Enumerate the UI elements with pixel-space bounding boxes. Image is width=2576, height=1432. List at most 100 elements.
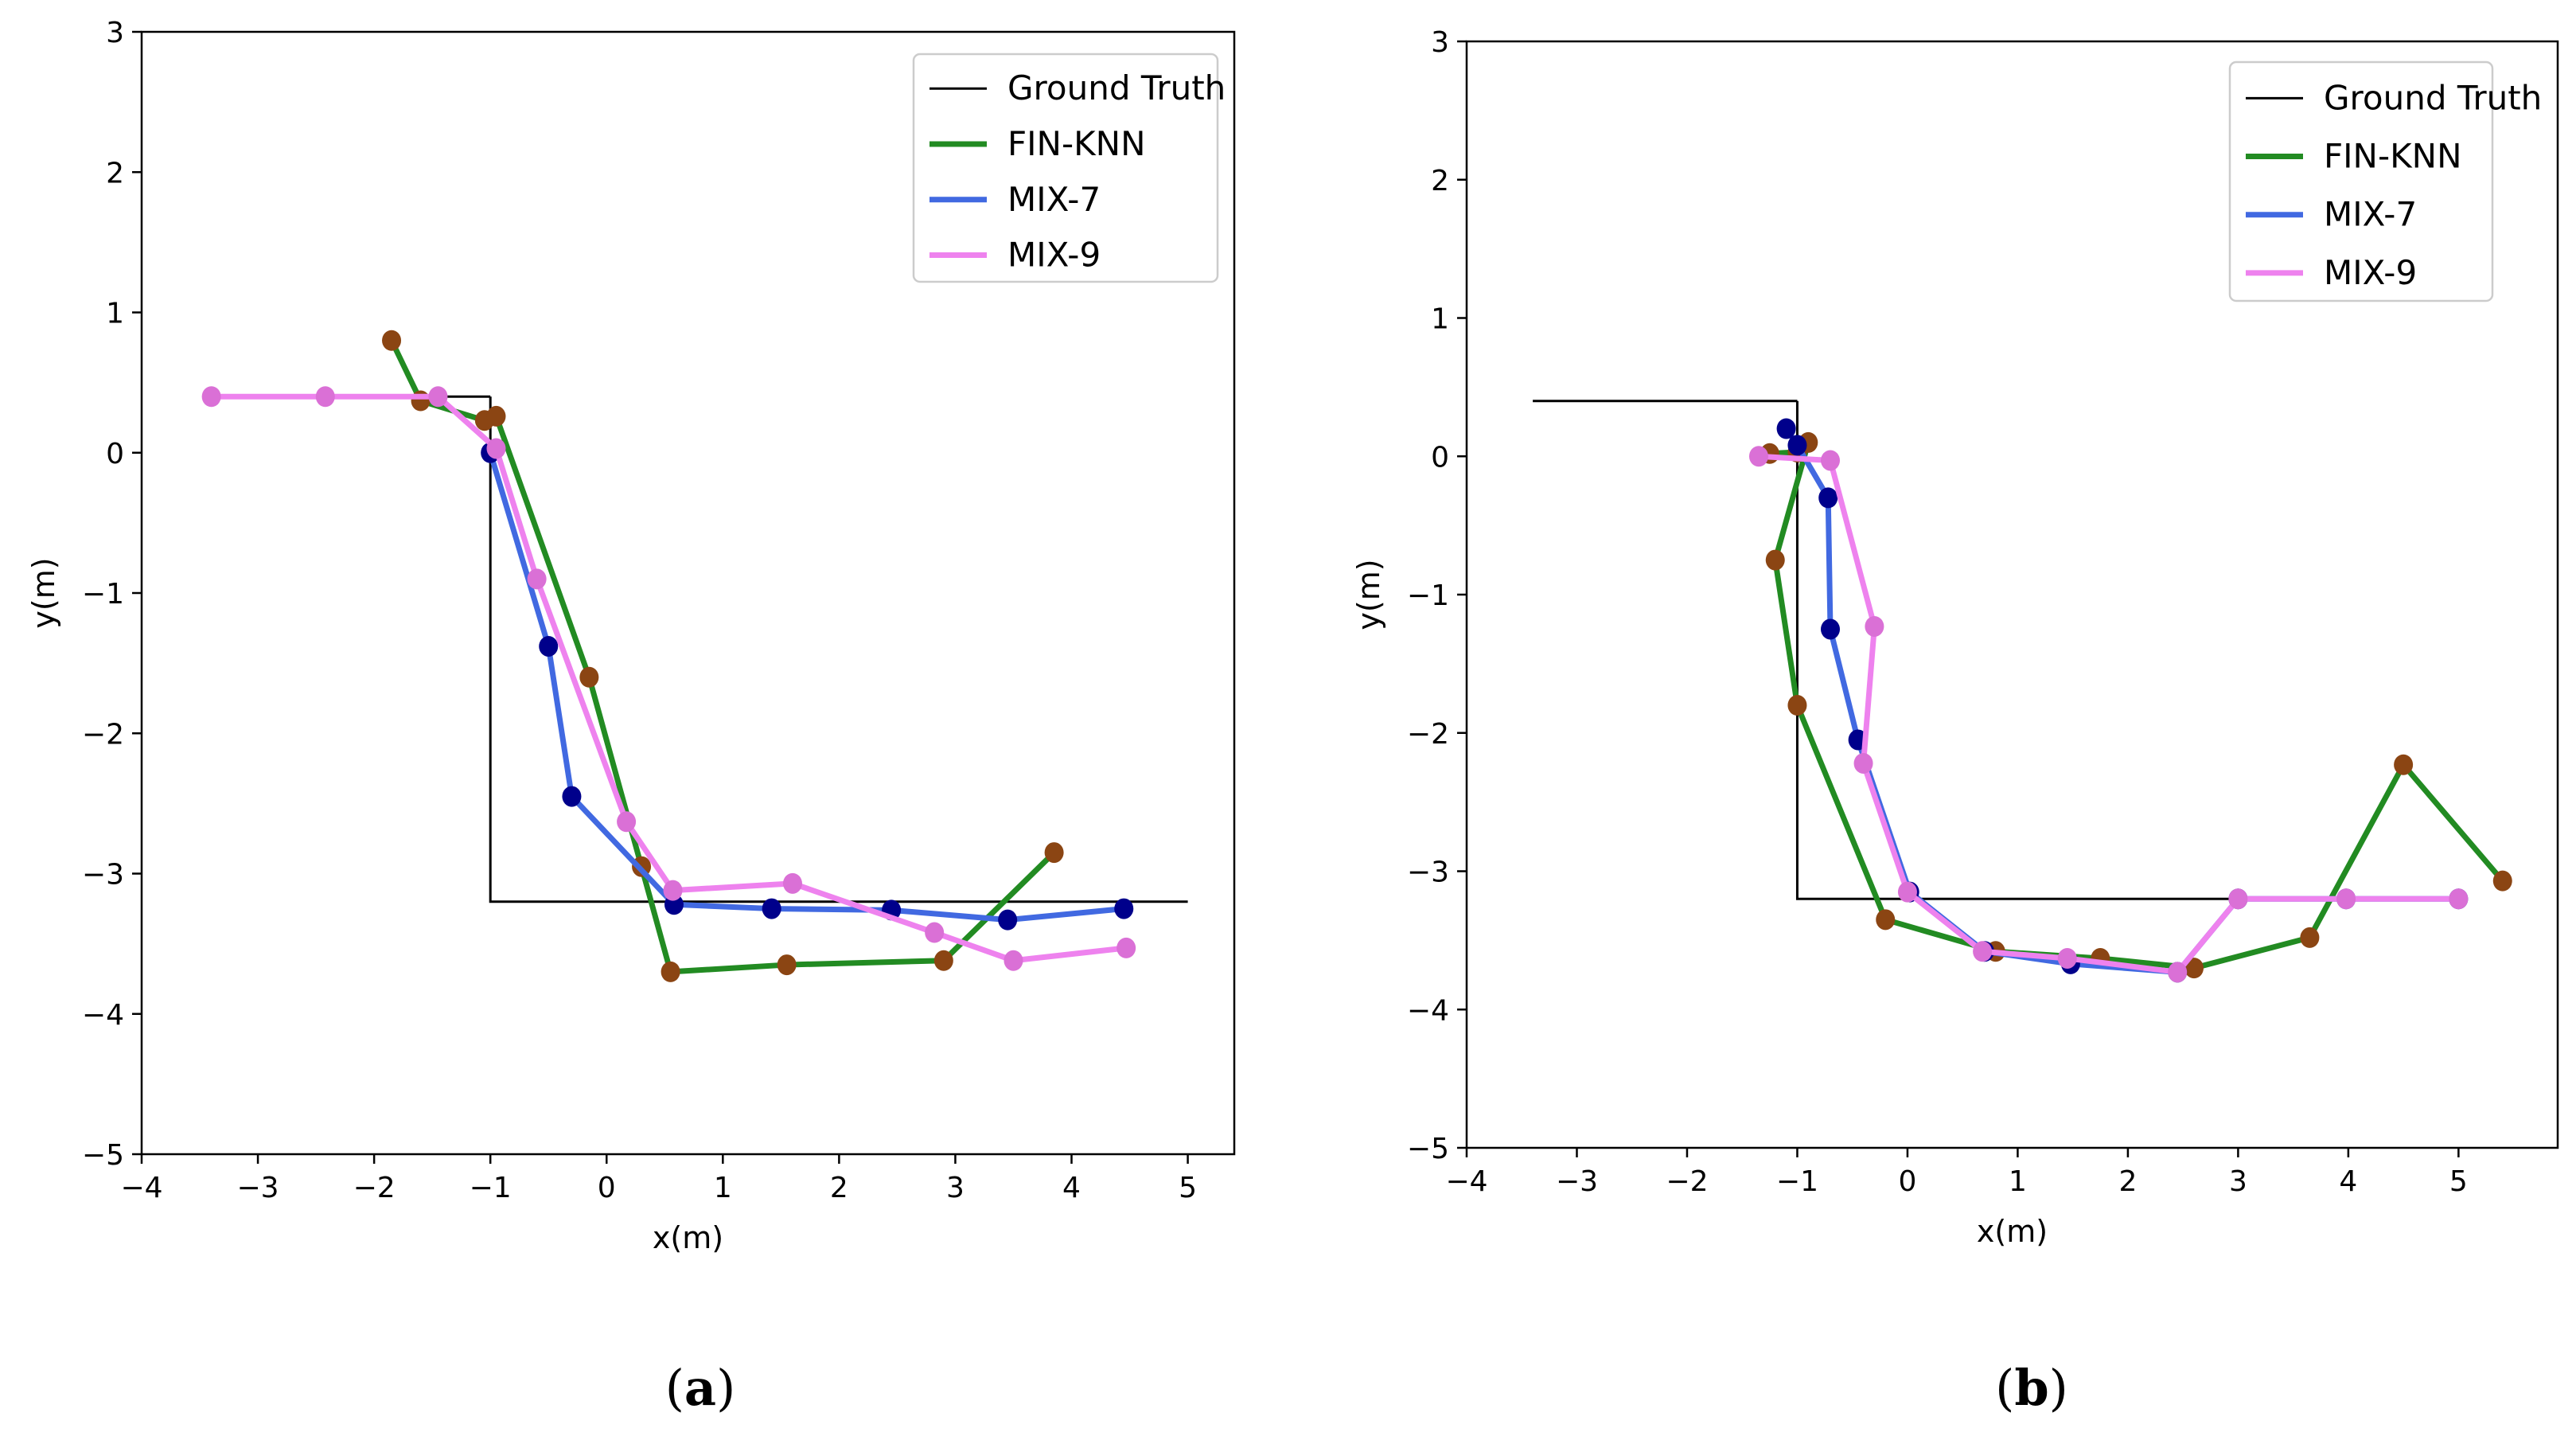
x-axis-label: x(m) xyxy=(1977,1214,2048,1249)
data-point xyxy=(2300,927,2320,948)
series-line xyxy=(1769,439,2505,971)
y-tick-label: −1 xyxy=(82,578,124,611)
data-point xyxy=(1748,446,1768,467)
data-point xyxy=(1004,950,1023,971)
x-tick-label: 1 xyxy=(2009,1165,2027,1198)
x-tick-label: 4 xyxy=(2339,1165,2357,1198)
data-point xyxy=(382,330,402,351)
y-axis-label: y(m) xyxy=(1351,559,1386,630)
y-tick-label: 1 xyxy=(1431,303,1449,336)
data-point xyxy=(1853,752,1873,774)
series-fin-knn xyxy=(382,330,1064,982)
series-mix-9 xyxy=(201,386,1136,971)
data-point xyxy=(1897,881,1917,903)
y-tick-label: 3 xyxy=(1431,26,1449,59)
data-point xyxy=(486,438,506,459)
series-ground-truth xyxy=(1533,400,2239,900)
series-mix-9 xyxy=(1748,446,2469,983)
y-tick-label: −4 xyxy=(82,999,124,1032)
legend-entry: FIN-KNN xyxy=(2324,137,2462,176)
y-tick-label: 2 xyxy=(1431,165,1449,197)
legend-entry: MIX-7 xyxy=(1007,180,1101,219)
data-point xyxy=(1821,450,1840,471)
chart-panel-b: −4 −3 −2 −1 0 1 2 3 4 5−5−4−3−2−10123x(m)y(m)Grou… xyxy=(1351,26,2559,1417)
legend-entry: FIN-KNN xyxy=(1007,124,1146,163)
series-line xyxy=(489,396,1188,903)
x-tick-label: −1 xyxy=(1776,1165,1818,1198)
y-tick-label: 1 xyxy=(106,298,124,330)
x-tick-label: −2 xyxy=(353,1172,396,1204)
x-tick-label: −3 xyxy=(1556,1165,1598,1198)
data-point xyxy=(1117,937,1136,958)
y-tick-label: 3 xyxy=(106,17,124,49)
x-tick-label: 0 xyxy=(598,1172,616,1204)
y-tick-label: −5 xyxy=(1407,1133,1449,1165)
data-point xyxy=(2168,962,2188,983)
x-tick-label: −3 xyxy=(237,1172,279,1204)
data-point xyxy=(925,922,945,943)
data-point xyxy=(1765,549,1785,571)
data-point xyxy=(663,880,683,901)
y-axis-label: y(m) xyxy=(26,557,61,628)
y-tick-label: −3 xyxy=(1407,856,1449,889)
data-point xyxy=(1114,898,1134,919)
data-point xyxy=(315,386,335,408)
data-point xyxy=(1821,618,1840,640)
series-ground-truth xyxy=(211,395,1188,903)
data-point xyxy=(1787,695,1807,716)
x-tick-label: −1 xyxy=(470,1172,512,1204)
data-point xyxy=(486,405,506,427)
data-point xyxy=(201,386,221,408)
legend-entry: Ground Truth xyxy=(2324,78,2542,117)
y-tick-label: 2 xyxy=(106,157,124,189)
series-line xyxy=(211,393,1127,964)
legend-entry: MIX-9 xyxy=(1007,236,1101,275)
x-tick-label: 2 xyxy=(2118,1165,2137,1198)
data-point xyxy=(411,390,431,412)
data-point xyxy=(1973,941,1993,962)
data-point xyxy=(1865,615,1884,637)
data-point xyxy=(1044,842,1064,864)
data-point xyxy=(562,786,582,807)
data-point xyxy=(933,950,953,971)
series-line xyxy=(1783,427,2459,975)
data-point xyxy=(2228,888,2248,910)
x-tick-label: 0 xyxy=(1898,1165,1916,1198)
y-tick-label: −3 xyxy=(82,859,124,892)
y-tick-label: −1 xyxy=(1407,579,1449,612)
x-axis-label: x(m) xyxy=(653,1220,723,1255)
x-tick-label: 4 xyxy=(1062,1172,1081,1204)
data-point xyxy=(1776,418,1796,439)
data-point xyxy=(428,386,448,408)
series-line xyxy=(487,451,1124,923)
legend-entry: Ground Truth xyxy=(1007,68,1226,107)
data-point xyxy=(2394,754,2414,775)
data-point xyxy=(539,635,559,657)
data-point xyxy=(1876,909,1896,931)
y-tick-label: 0 xyxy=(106,438,124,470)
y-tick-label: −2 xyxy=(1407,718,1449,751)
data-point xyxy=(661,961,680,982)
legend: Ground Truth FIN-KNN MIX-7 MIX-9 xyxy=(2228,60,2542,302)
series-mix-7 xyxy=(481,442,1134,931)
data-point xyxy=(1818,487,1838,509)
chart-panel-a: −4 −3 −2 −1 0 1 2 3 4 5−5−4−3−2−10123x(m)y(m)Grou… xyxy=(26,17,1236,1417)
y-tick-label: −4 xyxy=(1407,994,1449,1027)
legend-entry: MIX-7 xyxy=(2324,195,2417,234)
data-point xyxy=(782,872,802,894)
x-tick-label: 5 xyxy=(1179,1172,1197,1204)
data-point xyxy=(2184,958,2204,979)
x-tick-label: 3 xyxy=(946,1172,965,1204)
x-tick-label: 5 xyxy=(2449,1165,2468,1198)
x-tick-label: 3 xyxy=(2229,1165,2247,1198)
series-line xyxy=(1795,400,2239,900)
data-point xyxy=(579,666,599,688)
data-point xyxy=(617,811,637,833)
x-tick-label: −2 xyxy=(1666,1165,1708,1198)
data-point xyxy=(527,568,547,590)
panel-caption: (a) xyxy=(665,1359,736,1417)
data-point xyxy=(1787,435,1807,456)
data-point xyxy=(777,954,797,976)
panel-caption: (b) xyxy=(1995,1359,2068,1417)
y-tick-label: −5 xyxy=(82,1139,124,1172)
